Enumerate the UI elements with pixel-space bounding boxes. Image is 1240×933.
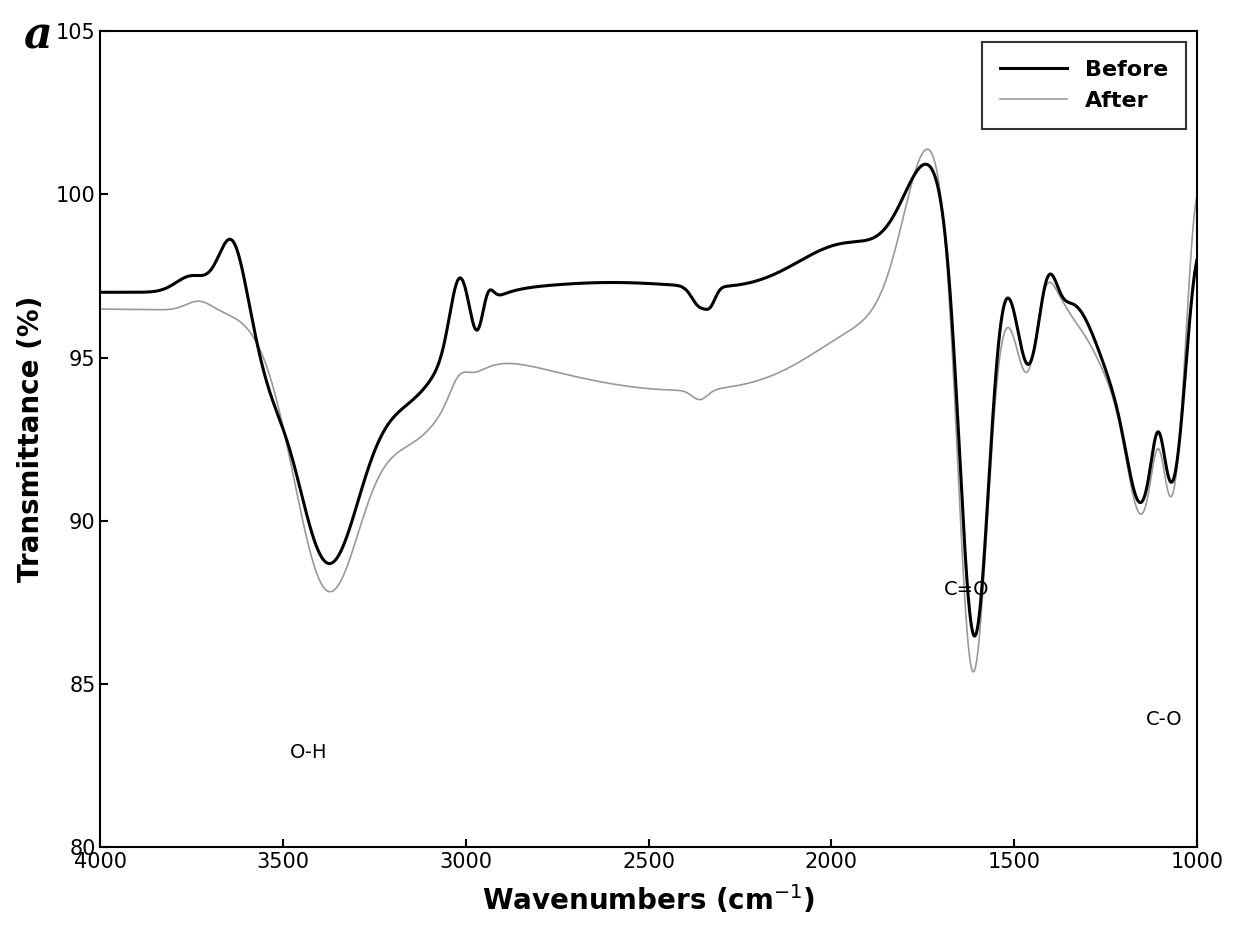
Line: After: After [100,149,1197,672]
After [966,666,981,677]
Before [1189,255,1204,266]
After [614,380,629,391]
Before [967,631,982,642]
Y-axis label: Transmittance (%): Transmittance (%) [16,296,45,582]
After [1156,463,1171,474]
Text: a: a [24,15,52,58]
After [920,144,935,155]
Before [1101,374,1116,385]
Before [93,286,108,298]
After [563,369,578,381]
After [1101,381,1116,392]
After [93,303,108,314]
Before [1156,446,1171,457]
After [889,237,904,248]
Before [553,279,568,290]
After [1189,191,1204,202]
Text: C-O: C-O [1146,710,1182,730]
Before [614,277,629,288]
Text: C=O: C=O [944,579,990,599]
Before [563,278,578,289]
Line: Before: Before [100,164,1197,636]
Before [919,159,934,170]
X-axis label: Wavenumbers (cm$^{-1}$): Wavenumbers (cm$^{-1}$) [482,884,815,916]
Legend: Before, After: Before, After [982,42,1185,129]
Before [889,204,904,216]
Text: O-H: O-H [290,743,327,762]
After [553,368,568,379]
